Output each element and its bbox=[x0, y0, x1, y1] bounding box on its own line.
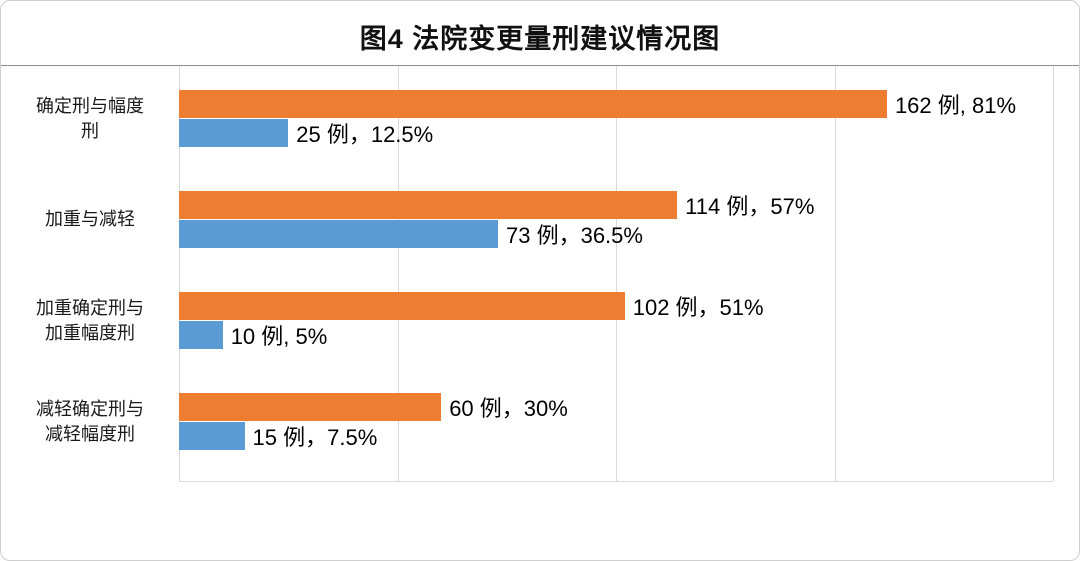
bar-line: 102 例，51% bbox=[179, 291, 1053, 320]
orange-series-bar bbox=[179, 89, 887, 118]
bar-group: 162 例, 81% 25 例，12.5% bbox=[179, 88, 1053, 149]
bar-data-label: 114 例，57% bbox=[685, 193, 815, 219]
gridline bbox=[179, 66, 180, 481]
bar-line: 10 例, 5% bbox=[179, 321, 1053, 350]
chart-row: 加重与减轻 114 例，57% 73 例，36.5% bbox=[1, 169, 1079, 270]
chart-row: 确定刑与幅度 刑 162 例, 81% 25 例，12.5% bbox=[1, 68, 1079, 169]
chart-row: 加重确定刑与 加重幅度刑 102 例，51% 10 例, 5% bbox=[1, 270, 1079, 371]
bar-line: 162 例, 81% bbox=[179, 89, 1053, 118]
chart-row: 减轻确定刑与 减轻幅度刑 60 例，30% 15 例，7.5% bbox=[1, 371, 1079, 472]
bar-data-label: 162 例, 81% bbox=[894, 92, 1017, 118]
gridline bbox=[616, 66, 617, 481]
gridline bbox=[1053, 66, 1054, 481]
bar-group: 60 例，30% 15 例，7.5% bbox=[179, 391, 1053, 452]
bar-group: 102 例，51% 10 例, 5% bbox=[179, 290, 1053, 351]
chart-title: 图4 法院变更量刑建议情况图 bbox=[359, 24, 721, 54]
bar-data-label: 25 例，12.5% bbox=[296, 122, 434, 148]
category-label: 加重与减轻 bbox=[45, 209, 135, 230]
bar-line: 60 例，30% bbox=[179, 392, 1053, 421]
bar-group: 114 例，57% 73 例，36.5% bbox=[179, 189, 1053, 250]
gridline bbox=[397, 66, 399, 481]
chart-rows: 确定刑与幅度 刑 162 例, 81% 25 例，12.5% 加重与减轻 114 例，5… bbox=[1, 66, 1079, 472]
bar-line: 73 例，36.5% bbox=[179, 220, 1053, 249]
blue-series-bar bbox=[179, 422, 245, 451]
category-label: 减轻确定刑与 减轻幅度刑 bbox=[36, 399, 144, 444]
orange-series-bar bbox=[179, 392, 442, 421]
orange-series-bar bbox=[179, 190, 678, 219]
category-label: 确定刑与幅度 刑 bbox=[36, 96, 144, 141]
bar-data-label: 102 例，51% bbox=[632, 294, 764, 320]
bar-data-label: 60 例，30% bbox=[449, 395, 568, 421]
bar-chart: 确定刑与幅度 刑 162 例, 81% 25 例，12.5% 加重与减轻 114 例，5… bbox=[1, 65, 1079, 546]
bar-data-label: 10 例, 5% bbox=[230, 324, 328, 350]
blue-series-bar bbox=[179, 321, 223, 350]
bar-line: 114 例，57% bbox=[179, 190, 1053, 219]
bar-data-label: 15 例，7.5% bbox=[252, 425, 378, 451]
plot-area bbox=[179, 66, 1054, 482]
gridline bbox=[834, 66, 836, 481]
bar-line: 25 例，12.5% bbox=[179, 119, 1053, 148]
blue-series-bar bbox=[179, 220, 498, 249]
blue-series-bar bbox=[179, 119, 289, 148]
bar-line: 15 例，7.5% bbox=[179, 422, 1053, 451]
bar-data-label: 73 例，36.5% bbox=[506, 223, 643, 249]
category-label: 加重确定刑与 加重幅度刑 bbox=[36, 298, 144, 343]
orange-series-bar bbox=[179, 291, 625, 320]
